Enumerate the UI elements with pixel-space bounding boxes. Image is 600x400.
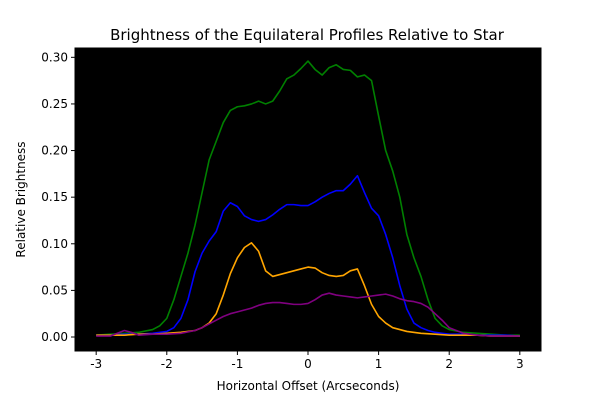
y-tick-label: 0.05: [41, 283, 68, 297]
y-axis: 0.00 0.05 0.10 0.15 0.20 0.25 0.30: [41, 50, 75, 344]
x-axis: -3 -2 -1 0 1 2 3: [90, 351, 524, 371]
x-tick-label: -3: [90, 357, 102, 371]
y-tick-label: 0.25: [41, 97, 68, 111]
y-tick-label: 0.00: [41, 330, 68, 344]
x-axis-label: Horizontal Offset (Arcseconds): [217, 379, 400, 393]
x-tick-label: 1: [375, 357, 383, 371]
series-layer: [96, 60, 520, 337]
y-axis-label: Relative Brightness: [14, 141, 28, 257]
x-tick-label: 0: [304, 357, 312, 371]
y-tick-label: 0.30: [41, 50, 68, 64]
y-tick-label: 0.10: [41, 237, 68, 251]
series-line-3: [96, 292, 520, 337]
x-tick-label: 3: [516, 357, 524, 371]
chart-title: Brightness of the Equilateral Profiles R…: [110, 26, 505, 44]
x-tick-label: -1: [231, 357, 243, 371]
series-line-1: [96, 174, 520, 337]
y-tick-label: 0.15: [41, 190, 68, 204]
plot-area: [75, 48, 541, 351]
y-tick-label: 0.20: [41, 144, 68, 158]
series-line-0: [96, 60, 520, 336]
x-tick-label: 2: [445, 357, 453, 371]
x-tick-label: -2: [161, 357, 173, 371]
